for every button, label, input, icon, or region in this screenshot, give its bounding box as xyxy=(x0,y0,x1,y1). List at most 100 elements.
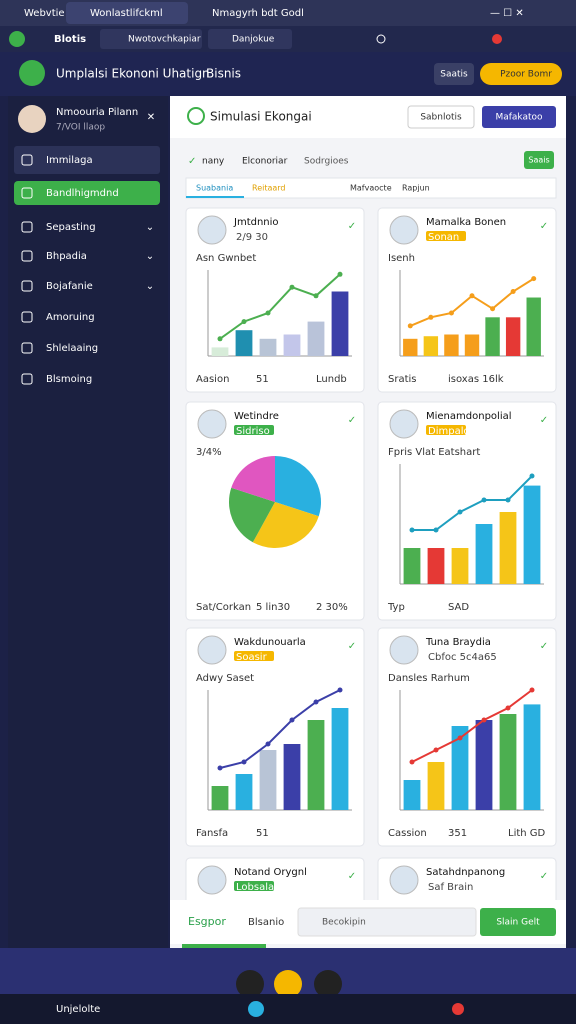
bottom-label: Blsanio xyxy=(248,917,284,928)
button-label[interactable]: Saais xyxy=(528,156,549,165)
button[interactable] xyxy=(482,106,556,128)
sidebar-item[interactable]: Shlelaaing xyxy=(46,343,98,354)
button[interactable] xyxy=(407,105,475,129)
item-icon xyxy=(21,187,33,199)
tab-label[interactable]: Wonlastlifckml xyxy=(90,8,163,19)
trend-point xyxy=(510,289,516,294)
trend-point xyxy=(265,741,271,747)
trend-point xyxy=(481,717,487,723)
card-title: Mamalka Bonen xyxy=(426,217,506,228)
avatar xyxy=(389,635,419,665)
bar xyxy=(235,774,253,810)
avatar xyxy=(197,409,227,439)
tag xyxy=(426,425,466,435)
active-item[interactable] xyxy=(14,181,160,205)
search-item[interactable] xyxy=(14,146,160,174)
tab[interactable]: Rapjun xyxy=(402,184,430,193)
toolbar-title: Blotis xyxy=(54,34,86,45)
button-label[interactable]: Slain Gelt xyxy=(496,918,540,928)
close[interactable]: ✕ xyxy=(147,112,155,123)
card-footer: Lith GD xyxy=(508,828,546,839)
bar xyxy=(403,780,421,810)
sidebar-item[interactable]: Bhpadia xyxy=(46,251,87,262)
bar xyxy=(523,704,541,810)
button[interactable] xyxy=(524,151,554,169)
card-subtitle: Soasir xyxy=(236,652,268,663)
trend-line xyxy=(219,273,341,340)
trend-point xyxy=(457,509,463,515)
tab-label[interactable]: Nwotovchkapiar xyxy=(128,35,201,45)
button[interactable] xyxy=(480,63,562,85)
card-title: Wetindre xyxy=(234,411,279,422)
pie-slice xyxy=(275,456,321,517)
sidebar-item[interactable]: Blsmoing xyxy=(46,374,92,385)
tab-label[interactable]: Webvtie xyxy=(24,8,65,19)
tab[interactable]: Mafvaocte xyxy=(350,184,392,193)
avatar xyxy=(197,635,227,665)
chart-caption: 3/4% xyxy=(196,447,222,458)
tab[interactable] xyxy=(100,29,202,49)
trend-point xyxy=(407,323,413,329)
check: ✓ xyxy=(348,221,356,232)
tab[interactable] xyxy=(66,2,188,24)
sidebar-item[interactable]: Immilaga xyxy=(46,155,93,166)
sidebar-item[interactable]: Bojafanie xyxy=(46,281,93,292)
taskbar-icon[interactable] xyxy=(452,1003,464,1015)
taskbar-icon[interactable] xyxy=(248,1001,264,1017)
icon[interactable] xyxy=(492,34,502,44)
card-footer: isoxas 16lk xyxy=(448,374,504,385)
button[interactable] xyxy=(480,908,556,936)
avatar xyxy=(197,215,227,245)
dock-icon[interactable] xyxy=(236,970,264,998)
filter[interactable]: Sodrgioes xyxy=(304,157,349,167)
tab-label[interactable]: Danjokue xyxy=(232,35,275,45)
sidebar xyxy=(8,96,168,948)
tab[interactable] xyxy=(208,29,292,49)
dock-icon[interactable] xyxy=(314,970,342,998)
trend-point xyxy=(433,527,439,533)
avatar xyxy=(197,865,227,895)
card-footer: Sratis xyxy=(388,374,417,385)
sidebar-item[interactable]: Bandlhigmdnd xyxy=(46,188,119,199)
bar xyxy=(307,321,325,356)
card-title: Wakdunouarla xyxy=(234,637,306,648)
filter[interactable]: nany xyxy=(202,157,225,167)
trend-point xyxy=(241,319,247,325)
sidebar-item[interactable]: Amoruing xyxy=(46,312,95,323)
bar xyxy=(403,548,421,584)
sidebar-item[interactable]: Sepasting xyxy=(46,222,96,233)
item-icon xyxy=(21,311,33,323)
card-subtitle: Dimpalde xyxy=(428,426,476,437)
trend-point xyxy=(529,687,535,693)
card-subtitle: Saf Brain xyxy=(428,882,473,893)
search-icon[interactable] xyxy=(376,34,386,44)
check: ✓ xyxy=(188,156,196,167)
button[interactable] xyxy=(434,63,474,85)
trend-point xyxy=(505,705,511,711)
button-label[interactable]: Sabnlotis xyxy=(420,113,462,123)
trend-point xyxy=(313,699,319,705)
button-label[interactable]: Saatis xyxy=(440,70,468,80)
tab[interactable]: Suabania xyxy=(196,184,233,193)
tab[interactable]: Reitaard xyxy=(252,184,286,193)
tab-strip xyxy=(185,177,557,199)
tag xyxy=(426,231,466,241)
button-label[interactable]: Mafakatoo xyxy=(495,113,543,123)
taskbar-label: Unjelolte xyxy=(56,1004,100,1015)
filter[interactable]: Elconoriar xyxy=(242,157,288,167)
search-placeholder[interactable]: Becokipin xyxy=(322,918,366,928)
trend-line xyxy=(411,689,533,763)
card-footer: 351 xyxy=(448,828,467,839)
button-label[interactable]: Pzoor Bomr xyxy=(500,70,552,80)
trend-point xyxy=(529,473,535,479)
trend-point xyxy=(409,527,415,533)
progress xyxy=(182,944,266,948)
item-icon xyxy=(21,250,33,262)
trend-point xyxy=(289,717,295,723)
tab-label[interactable]: Nmagyrh bdt Godl xyxy=(212,8,304,19)
search-box[interactable] xyxy=(297,907,477,937)
dock-icon[interactable] xyxy=(274,970,302,998)
window-controls[interactable]: — ☐ ✕ xyxy=(490,8,524,19)
card-title: Jmtdnnio xyxy=(233,217,279,228)
